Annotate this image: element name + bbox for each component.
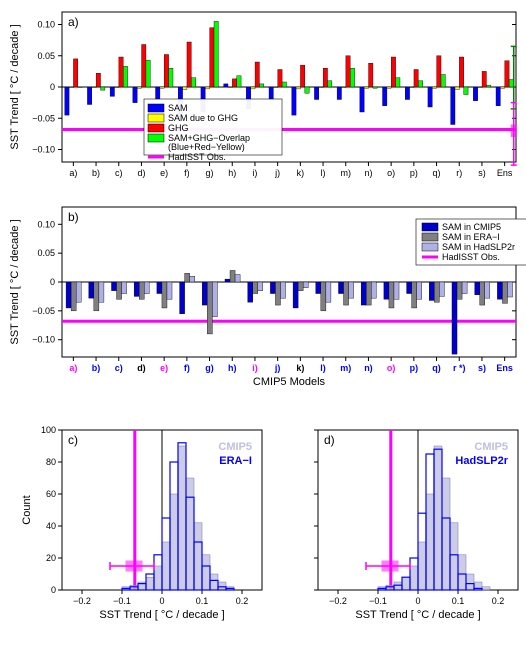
svg-text:j): j) xyxy=(274,168,280,178)
svg-text:d): d) xyxy=(324,433,335,447)
svg-text:g): g) xyxy=(206,168,214,178)
svg-text:0.1: 0.1 xyxy=(452,596,465,606)
svg-text:e): e) xyxy=(160,168,168,178)
svg-text:m): m) xyxy=(341,168,352,178)
svg-text:0: 0 xyxy=(50,82,55,92)
svg-text:c): c) xyxy=(115,363,123,373)
svg-text:(Blue+Red−Yellow): (Blue+Red−Yellow) xyxy=(168,142,245,152)
svg-text:f): f) xyxy=(184,168,190,178)
svg-text:0: 0 xyxy=(415,596,420,606)
svg-text:n): n) xyxy=(364,168,372,178)
svg-text:CMIP5: CMIP5 xyxy=(474,441,508,453)
svg-text:Ens: Ens xyxy=(496,363,513,373)
svg-text:SAM due to GHG: SAM due to GHG xyxy=(168,113,238,123)
svg-text:c): c) xyxy=(68,433,78,447)
svg-text:k): k) xyxy=(296,363,304,373)
svg-text:h): h) xyxy=(228,168,236,178)
svg-text:b): b) xyxy=(92,363,101,373)
svg-text:CMIP5: CMIP5 xyxy=(218,441,252,453)
svg-text:40: 40 xyxy=(46,521,56,531)
svg-text:d): d) xyxy=(137,168,145,178)
svg-text:m): m) xyxy=(340,363,351,373)
svg-text:SST Trend [ °C / decade ]: SST Trend [ °C / decade ] xyxy=(99,609,224,621)
svg-text:−0.1: −0.1 xyxy=(113,596,131,606)
svg-text:j): j) xyxy=(274,363,281,373)
svg-text:0.10: 0.10 xyxy=(37,20,55,30)
svg-text:SAM in ERA−I: SAM in ERA−I xyxy=(442,232,500,242)
svg-text:0.05: 0.05 xyxy=(37,248,55,258)
svg-text:−0.10: −0.10 xyxy=(32,145,55,155)
svg-text:80: 80 xyxy=(46,457,56,467)
svg-text:b): b) xyxy=(92,168,100,178)
svg-text:−0.1: −0.1 xyxy=(369,596,387,606)
svg-text:d): d) xyxy=(137,363,146,373)
svg-text:l): l) xyxy=(321,168,326,178)
svg-text:−0.10: −0.10 xyxy=(32,335,55,345)
svg-text:i): i) xyxy=(252,168,257,178)
svg-text:−0.05: −0.05 xyxy=(32,113,55,123)
svg-text:0: 0 xyxy=(51,585,56,595)
svg-text:60: 60 xyxy=(46,489,56,499)
svg-text:0.2: 0.2 xyxy=(492,596,505,606)
svg-text:i): i) xyxy=(252,363,258,373)
svg-text:b): b) xyxy=(68,210,79,224)
svg-text:s): s) xyxy=(478,363,486,373)
svg-text:SAM in CMIP5: SAM in CMIP5 xyxy=(442,222,501,232)
svg-text:HadSLP2r: HadSLP2r xyxy=(455,455,508,467)
svg-text:q): q) xyxy=(433,168,441,178)
svg-text:20: 20 xyxy=(46,553,56,563)
svg-text:Count: Count xyxy=(21,495,33,524)
svg-text:a): a) xyxy=(69,363,77,373)
svg-text:p): p) xyxy=(410,363,419,373)
svg-text:0.05: 0.05 xyxy=(37,51,55,61)
svg-text:h): h) xyxy=(228,363,237,373)
svg-text:Ens: Ens xyxy=(497,168,513,178)
svg-text:HadISST Obs.: HadISST Obs. xyxy=(442,252,500,262)
svg-text:q): q) xyxy=(432,363,441,373)
svg-text:f): f) xyxy=(184,363,190,373)
svg-text:0.10: 0.10 xyxy=(37,219,55,229)
svg-text:0: 0 xyxy=(50,277,55,287)
svg-text:g): g) xyxy=(205,363,214,373)
svg-text:SST Trend [ °C / decade ]: SST Trend [ °C / decade ] xyxy=(9,24,21,149)
svg-text:SAM in HadSLP2r: SAM in HadSLP2r xyxy=(442,242,515,252)
svg-text:k): k) xyxy=(297,168,305,178)
svg-text:SST Trend [ °C / decade ]: SST Trend [ °C / decade ] xyxy=(355,609,480,621)
svg-text:s): s) xyxy=(478,168,486,178)
svg-text:−0.2: −0.2 xyxy=(73,596,91,606)
svg-text:p): p) xyxy=(410,168,418,178)
svg-text:SST Trend [ °C / decade ]: SST Trend [ °C / decade ] xyxy=(9,219,21,344)
svg-text:−0.2: −0.2 xyxy=(329,596,347,606)
svg-text:0: 0 xyxy=(159,596,164,606)
svg-text:ERA−I: ERA−I xyxy=(219,455,252,467)
svg-text:0.1: 0.1 xyxy=(196,596,209,606)
svg-text:r *): r *) xyxy=(453,363,466,373)
svg-text:c): c) xyxy=(115,168,123,178)
svg-text:100: 100 xyxy=(41,425,56,435)
svg-text:e): e) xyxy=(160,363,168,373)
svg-text:0.2: 0.2 xyxy=(236,596,249,606)
figure-svg: −0.10−0.0500.050.10SST Trend [ °C / deca… xyxy=(0,0,526,645)
svg-text:a): a) xyxy=(68,15,79,29)
svg-text:SAM: SAM xyxy=(168,103,188,113)
svg-text:n): n) xyxy=(364,363,373,373)
svg-text:GHG: GHG xyxy=(168,123,189,133)
svg-text:o): o) xyxy=(387,363,396,373)
svg-text:CMIP5 Models: CMIP5 Models xyxy=(253,376,326,388)
svg-text:a): a) xyxy=(69,168,77,178)
svg-text:l): l) xyxy=(320,363,326,373)
svg-text:−0.05: −0.05 xyxy=(32,306,55,316)
svg-text:o): o) xyxy=(387,168,395,178)
svg-text:HadISST Obs.: HadISST Obs. xyxy=(168,152,226,162)
svg-text:r): r) xyxy=(456,168,462,178)
